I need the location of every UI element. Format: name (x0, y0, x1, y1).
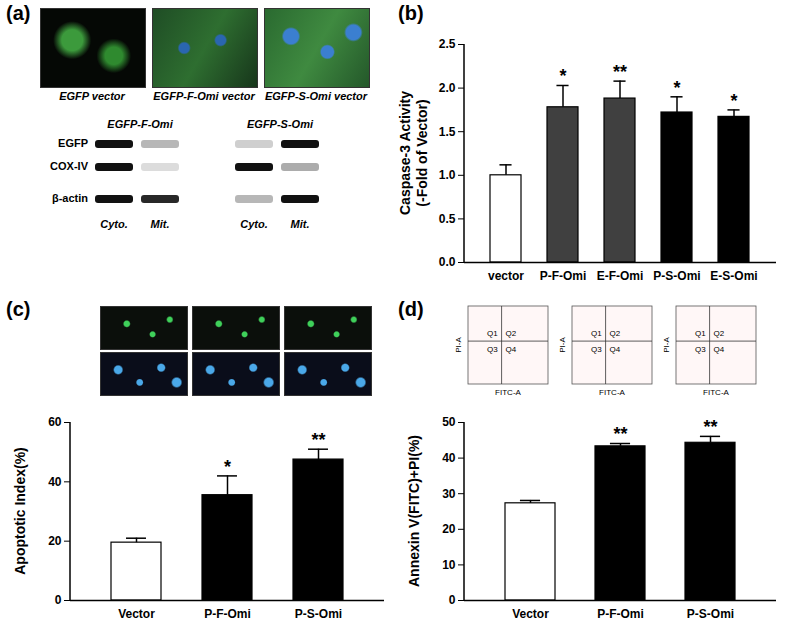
html-text:Annexin V(FITC)+PI(%): Annexin V(FITC)+PI(%) (405, 435, 422, 587)
svg-text:0: 0 (449, 593, 456, 607)
svg-text:PI-A: PI-A (558, 337, 567, 353)
html-text:Cyto.: Cyto. (100, 218, 128, 230)
svg-text:Vector: Vector (512, 607, 549, 621)
svg-text:**: ** (311, 430, 325, 450)
svg-text:10: 10 (442, 558, 456, 572)
svg-text:P-F-Omi: P-F-Omi (540, 269, 587, 283)
svg-text:**: ** (613, 424, 627, 444)
svg-text:Q2: Q2 (506, 329, 517, 338)
svg-text:P-S-Omi: P-S-Omi (687, 607, 734, 621)
svg-text:1.0: 1.0 (439, 168, 456, 182)
svg-text:FITC-A: FITC-A (495, 388, 521, 397)
svg-text:2.0: 2.0 (439, 81, 456, 95)
html-text:(c): (c) (6, 298, 31, 320)
html-text:(a): (a) (6, 2, 31, 24)
svg-text:40: 40 (442, 451, 456, 465)
svg-text:vector: vector (488, 269, 524, 283)
svg-text:Q2: Q2 (610, 329, 621, 338)
html-text:EGFP-S-Omi vector: EGFP-S-Omi vector (265, 90, 367, 102)
svg-text:Q3: Q3 (695, 345, 706, 354)
svg-text:Q3: Q3 (591, 345, 602, 354)
svg-text:FITC-A: FITC-A (599, 388, 625, 397)
svg-text:50: 50 (442, 415, 456, 429)
svg-text:Q4: Q4 (610, 345, 621, 354)
html-text:(b): (b) (398, 2, 424, 24)
svg-text:2.5: 2.5 (439, 37, 456, 51)
svg-text:**: ** (613, 62, 627, 82)
html-text:EGFP-S-Omi: EGFP-S-Omi (247, 118, 313, 130)
html-text:EGFP-F-Omi vector: EGFP-F-Omi vector (153, 90, 255, 102)
svg-text:P-F-Omi: P-F-Omi (204, 607, 251, 621)
svg-text:P-F-Omi: P-F-Omi (597, 607, 644, 621)
svg-text:Q4: Q4 (506, 345, 517, 354)
svg-text:20: 20 (48, 534, 62, 548)
html-text:Mit.: Mit. (290, 218, 310, 230)
html-text:β-actin: β-actin (51, 192, 88, 204)
html-text:EGFP vector: EGFP vector (59, 90, 125, 102)
svg-text:0.0: 0.0 (439, 255, 456, 269)
svg-text:Q1: Q1 (591, 329, 602, 338)
svg-text:*: * (224, 457, 231, 477)
html-text:Cyto.: Cyto. (240, 218, 268, 230)
svg-text:60: 60 (48, 415, 62, 429)
svg-text:0: 0 (55, 593, 62, 607)
svg-text:**: ** (703, 417, 717, 437)
svg-text:0.5: 0.5 (439, 212, 456, 226)
svg-text:PI-A: PI-A (454, 337, 463, 353)
html-text:(d): (d) (398, 298, 424, 320)
svg-text:20: 20 (442, 522, 456, 536)
svg-text:1.5: 1.5 (439, 125, 456, 139)
svg-text:Q1: Q1 (695, 329, 706, 338)
svg-text:E-F-Omi: E-F-Omi (597, 269, 644, 283)
svg-text:Q2: Q2 (714, 329, 725, 338)
html-text:Caspase-3 Activity (-Fold of V: Caspase-3 Activity (-Fold of Vector) (397, 91, 430, 215)
svg-text:Vector: Vector (118, 607, 155, 621)
svg-text:40: 40 (48, 475, 62, 489)
html-text:Mit.: Mit. (150, 218, 170, 230)
svg-text:*: * (559, 66, 566, 86)
svg-text:Q4: Q4 (714, 345, 725, 354)
svg-text:*: * (673, 78, 680, 98)
svg-text:30: 30 (442, 487, 456, 501)
svg-text:Q3: Q3 (487, 345, 498, 354)
html-text:Apoptotic Index(%): Apoptotic Index(%) (11, 447, 28, 575)
svg-text:PI-A: PI-A (662, 337, 671, 353)
svg-text:*: * (730, 91, 737, 111)
html-text:EGFP: EGFP (58, 137, 88, 149)
svg-text:P-S-Omi: P-S-Omi (295, 607, 342, 621)
svg-text:Q1: Q1 (487, 329, 498, 338)
html-text:EGFP-F-Omi: EGFP-F-Omi (107, 118, 173, 130)
svg-text:FITC-A: FITC-A (703, 388, 729, 397)
svg-text:P-S-Omi: P-S-Omi (653, 269, 700, 283)
html-text:COX-IV: COX-IV (50, 160, 88, 172)
svg-text:E-S-Omi: E-S-Omi (710, 269, 757, 283)
